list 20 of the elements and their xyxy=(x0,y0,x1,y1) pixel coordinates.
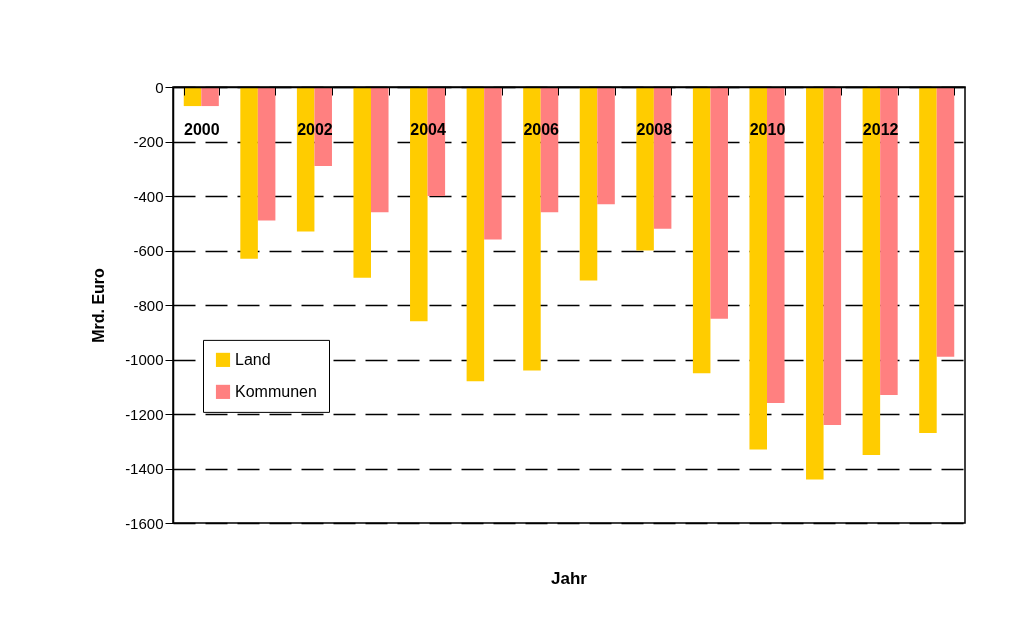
y-tick-label: -1600 xyxy=(125,514,164,532)
x-tick-label: 2002 xyxy=(297,120,333,138)
y-tick-label: -200 xyxy=(133,133,164,150)
y-tick-label: -800 xyxy=(133,296,164,314)
legend-label: Land xyxy=(235,350,271,368)
x-tick-label: 2012 xyxy=(862,120,899,138)
x-tick-label: 2006 xyxy=(523,120,560,138)
y-tick-label: -400 xyxy=(133,187,164,205)
y-tick-label: -1000 xyxy=(125,351,164,368)
y-axis-title: Mrd. Euro xyxy=(90,267,108,343)
y-tick-label: -1200 xyxy=(125,405,164,423)
y-tick-label: 0 xyxy=(155,78,164,96)
y-tick-label: -600 xyxy=(133,242,164,259)
y-tick-label: -1400 xyxy=(125,460,164,477)
x-tick-label: 2010 xyxy=(749,120,786,138)
legend-label: Kommunen xyxy=(235,382,317,400)
x-tick-label: 2000 xyxy=(183,120,220,138)
x-tick-label: 2008 xyxy=(636,120,673,138)
x-axis-title: Jahr xyxy=(551,569,588,588)
x-tick-label: 2004 xyxy=(410,120,446,138)
